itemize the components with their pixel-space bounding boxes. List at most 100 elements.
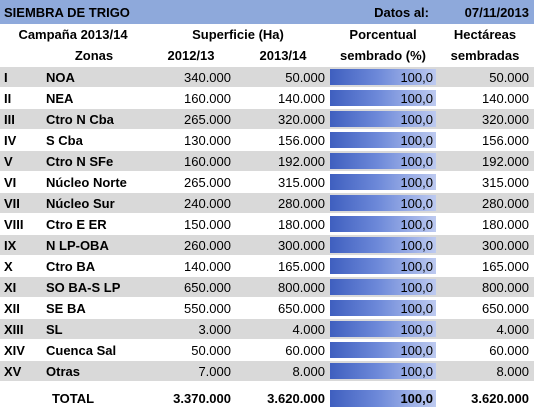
percent-value: 100,0 xyxy=(400,132,433,148)
hectares-sown: 4.000 xyxy=(496,321,529,337)
percent-cell: 100,0 xyxy=(330,67,436,87)
surface-2013-14: 800.000 xyxy=(278,279,325,295)
table-row: II NEA 160.000 140.000 100,0 140.000 xyxy=(0,88,534,108)
surface-2013-14: 180.000 xyxy=(278,216,325,232)
surface-2013-14: 4.000 xyxy=(292,321,325,337)
row-number: V xyxy=(4,153,13,169)
row-number: XII xyxy=(4,300,20,316)
percent-cell: 100,0 xyxy=(330,298,436,318)
table-row: VII Núcleo Sur 240.000 280.000 100,0 280.000 xyxy=(0,193,534,213)
percent-cell: 100,0 xyxy=(330,277,436,297)
surface-2012-13: 265.000 xyxy=(184,174,231,190)
table-row: XV Otras 7.000 8.000 100,0 8.000 xyxy=(0,361,534,381)
percent-bar xyxy=(330,90,436,106)
hectares-header-line1: Hectáreas xyxy=(453,27,517,42)
percent-cell: 100,0 xyxy=(330,130,436,150)
percent-header-line1: Porcentual xyxy=(349,27,417,42)
percent-bar xyxy=(330,195,436,211)
percent-bar xyxy=(330,216,436,232)
total-label: TOTAL xyxy=(51,391,95,406)
row-number: X xyxy=(4,258,13,274)
row-number: XI xyxy=(4,279,17,295)
percent-cell: 100,0 xyxy=(330,235,436,255)
zone-name: S Cba xyxy=(46,132,83,148)
percent-header-line2: sembrado (%) xyxy=(340,47,426,63)
percent-cell: 100,0 xyxy=(330,340,436,360)
percent-bar xyxy=(330,363,436,379)
surface-2012-13: 340.000 xyxy=(184,69,231,85)
row-number: VIII xyxy=(4,216,24,232)
date-label: Datos al: xyxy=(374,4,429,20)
zone-name: Ctro N Cba xyxy=(46,111,114,127)
surface-2013-14: 165.000 xyxy=(278,258,325,274)
row-number: VII xyxy=(4,195,20,211)
surface-2012-13: 7.000 xyxy=(198,363,231,379)
percent-cell: 100,0 xyxy=(330,88,436,108)
percent-value: 100,0 xyxy=(400,363,433,379)
percent-bar xyxy=(330,69,436,85)
zone-name: Ctro BA xyxy=(46,258,96,274)
row-number: XIV xyxy=(4,342,25,358)
zone-name: SE BA xyxy=(46,300,86,316)
surface-2013-14: 650.000 xyxy=(278,300,325,316)
total-sown: 3.620.000 xyxy=(471,391,529,406)
percent-bar xyxy=(330,111,436,127)
surface-2013-14: 280.000 xyxy=(278,195,325,211)
percent-bar xyxy=(330,300,436,316)
hectares-sown: 156.000 xyxy=(482,132,529,148)
surface-2013-14: 315.000 xyxy=(278,174,325,190)
percent-value: 100,0 xyxy=(400,321,433,337)
zone-name: Ctro N SFe xyxy=(46,153,114,169)
percent-value: 100,0 xyxy=(400,216,433,232)
percent-bar xyxy=(330,342,436,358)
zone-name: SO BA-S LP xyxy=(46,279,121,295)
surface-2013-14: 156.000 xyxy=(278,132,325,148)
zone-name: NOA xyxy=(46,69,75,85)
table-row: X Ctro BA 140.000 165.000 100,0 165.000 xyxy=(0,256,534,276)
campaign-header: Campaña 2013/14 xyxy=(18,27,128,42)
row-number: III xyxy=(4,111,15,127)
table-row: IV S Cba 130.000 156.000 100,0 156.000 xyxy=(0,130,534,150)
zone-name: NEA xyxy=(46,90,74,106)
surface-2012-13: 130.000 xyxy=(184,132,231,148)
hectares-sown: 315.000 xyxy=(482,174,529,190)
percent-value: 100,0 xyxy=(400,258,433,274)
percent-value: 100,0 xyxy=(400,69,433,85)
surface-2012-13: 150.000 xyxy=(184,216,231,232)
row-number: IV xyxy=(4,132,17,148)
surface-2012-13: 240.000 xyxy=(184,195,231,211)
table-row: I NOA 340.000 50.000 100,0 50.000 xyxy=(0,67,534,87)
hectares-sown: 8.000 xyxy=(496,363,529,379)
surface-2012-13: 265.000 xyxy=(184,111,231,127)
hectares-header-line2: sembradas xyxy=(450,47,520,63)
table-row: XI SO BA-S LP 650.000 800.000 100,0 800.000 xyxy=(0,277,534,297)
table-row: XIV Cuenca Sal 50.000 60.000 100,0 60.000 xyxy=(0,340,534,360)
zone-name: Otras xyxy=(46,363,80,379)
percent-bar xyxy=(330,174,436,190)
surface-2012-13: 550.000 xyxy=(184,300,231,316)
percent-cell: 100,0 xyxy=(330,109,436,129)
surface-2013-14: 8.000 xyxy=(292,363,325,379)
percent-value: 100,0 xyxy=(400,90,433,106)
surface-2012-13: 650.000 xyxy=(184,279,231,295)
surface-2012-13: 260.000 xyxy=(184,237,231,253)
hectares-sown: 650.000 xyxy=(482,300,529,316)
percent-value: 100,0 xyxy=(400,111,433,127)
zone-name: Núcleo Norte xyxy=(46,174,127,190)
table-row: VI Núcleo Norte 265.000 315.000 100,0 315.000 xyxy=(0,172,534,192)
zone-name: N LP-OBA xyxy=(46,237,109,253)
row-number: XV xyxy=(4,363,22,379)
percent-cell: 100,0 xyxy=(330,319,436,339)
hectares-sown: 192.000 xyxy=(482,153,529,169)
surface-2012-13: 3.000 xyxy=(198,321,231,337)
percent-value: 100,0 xyxy=(400,153,433,169)
percent-value: 100,0 xyxy=(400,279,433,295)
year2-header: 2013/14 xyxy=(259,47,307,63)
zones-header: Zonas xyxy=(74,47,114,63)
row-number: XIII xyxy=(4,321,24,337)
table-row: XII SE BA 550.000 650.000 100,0 650.000 xyxy=(0,298,534,318)
total-percent-value: 100,0 xyxy=(400,391,433,406)
percent-value: 100,0 xyxy=(400,195,433,211)
percent-cell: 100,0 xyxy=(330,151,436,171)
